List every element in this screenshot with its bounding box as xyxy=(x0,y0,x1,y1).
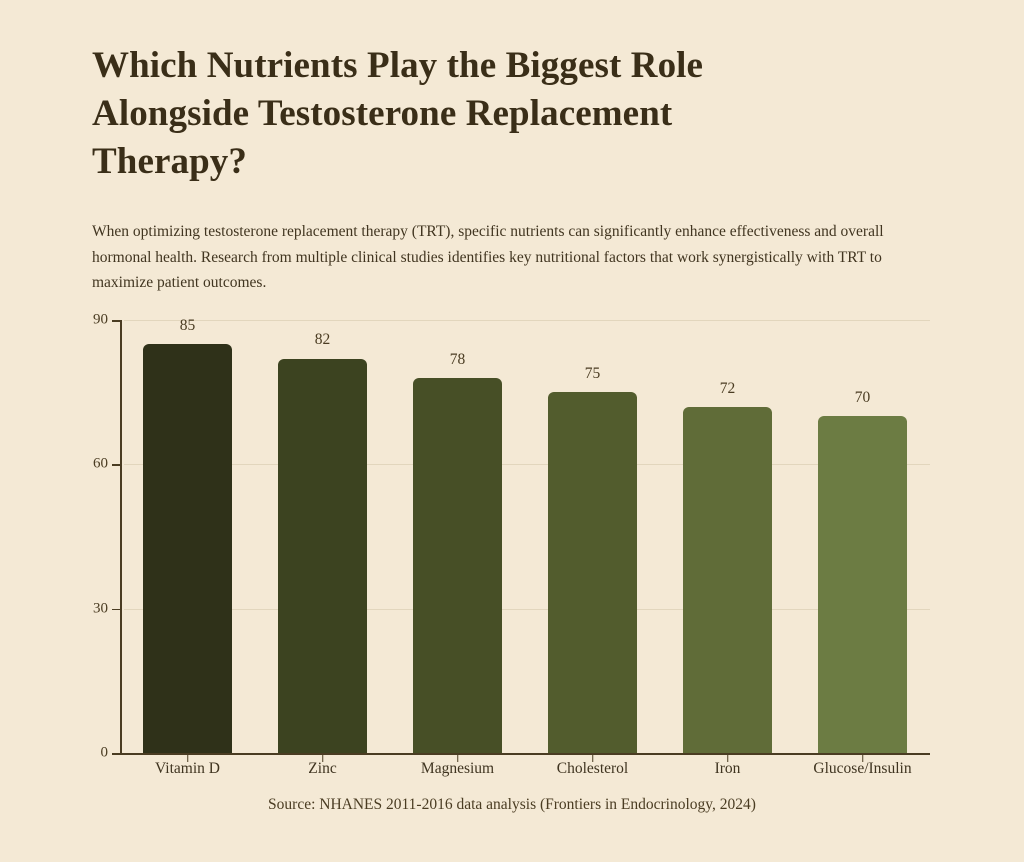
bar[interactable] xyxy=(143,344,232,753)
y-axis-tick-label: 60 xyxy=(93,455,108,472)
x-axis-tick xyxy=(186,755,189,762)
y-axis-tick xyxy=(112,464,120,466)
x-axis-line xyxy=(120,753,930,755)
gridline xyxy=(124,464,930,466)
page-title: Which Nutrients Play the Biggest Role Al… xyxy=(92,45,704,182)
x-axis-tick xyxy=(321,755,324,762)
gridline xyxy=(124,320,930,321)
bar-value-label: 78 xyxy=(449,350,466,368)
x-axis-category-label: Cholesterol xyxy=(556,760,629,777)
x-axis-category-label: Iron xyxy=(714,760,741,777)
x-axis-tick xyxy=(726,755,729,762)
x-axis-category-label: Vitamin D xyxy=(155,760,220,777)
gridline xyxy=(124,608,930,610)
y-axis-line xyxy=(120,320,122,754)
y-axis-tick xyxy=(112,320,120,322)
x-axis-category-label: Zinc xyxy=(308,760,337,777)
x-axis-category-label: Magnesium xyxy=(420,760,495,777)
bar[interactable] xyxy=(278,358,367,753)
x-axis-tick xyxy=(591,755,594,762)
y-axis-tick-label: 0 xyxy=(100,744,109,761)
bar[interactable] xyxy=(818,416,907,753)
y-axis-tick-label: 90 xyxy=(93,311,108,328)
x-axis-category-label: Glucose/Insulin xyxy=(813,760,912,777)
y-axis-tick xyxy=(112,608,120,611)
chart-subtitle: When optimizing testosterone replacement… xyxy=(92,223,884,291)
bar[interactable] xyxy=(683,406,772,753)
bar-value-label: 70 xyxy=(854,389,871,407)
y-axis-tick xyxy=(112,753,120,755)
bar-value-label: 75 xyxy=(584,365,601,383)
bar-value-label: 72 xyxy=(719,379,736,397)
chart-header: Which Nutrients Play the Biggest Role Al… xyxy=(92,42,932,296)
x-axis-tick xyxy=(861,755,864,762)
bar-value-label: 85 xyxy=(179,317,196,335)
bar[interactable] xyxy=(548,392,637,753)
x-axis-tick xyxy=(456,755,459,762)
source-caption: Source: NHANES 2011-2016 data analysis (… xyxy=(268,796,756,813)
bar[interactable] xyxy=(413,377,502,753)
bar-value-label: 82 xyxy=(314,331,331,349)
y-axis-tick-label: 30 xyxy=(93,600,108,617)
